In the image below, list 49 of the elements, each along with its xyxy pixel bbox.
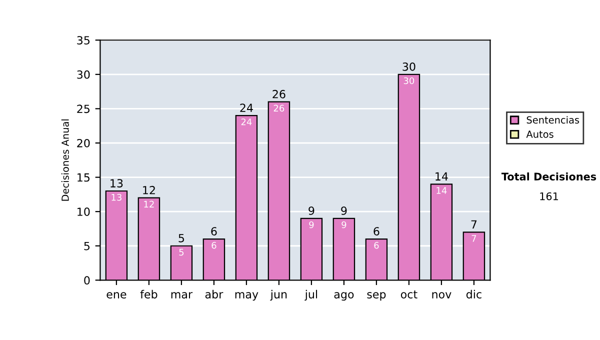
x-tick-label: may (235, 292, 258, 301)
y-tick-label: 0 (84, 276, 90, 285)
y-tick-label: 10 (78, 208, 90, 216)
total-label: 7 (471, 220, 477, 228)
x-tick-label: jun (270, 290, 287, 301)
total-label: 24 (240, 104, 253, 112)
total-label: 14 (436, 172, 448, 180)
y-tick-label: 5 (84, 242, 90, 250)
data-label: 14 (436, 187, 447, 194)
total-label: 9 (341, 206, 347, 215)
total-label: 6 (211, 227, 217, 236)
data-label: 7 (472, 235, 476, 242)
x-tick-label: ene (106, 292, 126, 298)
data-label: 5 (179, 248, 184, 256)
total-label: 5 (178, 234, 184, 242)
x-tick-label: sep (367, 292, 386, 301)
text: 161 (540, 192, 558, 200)
total-label: 30 (402, 62, 416, 71)
x-tick-label: feb (140, 290, 158, 298)
legend-label: Autos (526, 130, 554, 138)
x-tick-label: ago (334, 292, 354, 301)
y-tick-label: 30 (77, 70, 90, 79)
data-label: 9 (309, 221, 314, 228)
data-label: 30 (404, 77, 414, 84)
data-label: 13 (112, 194, 122, 201)
total-label: 13 (110, 179, 123, 188)
data-label: 12 (144, 200, 154, 208)
x-tick-label: jul (304, 290, 318, 301)
total-label: 26 (272, 90, 286, 98)
x-tick-label: dic (466, 290, 482, 298)
total-label: 6 (374, 227, 380, 236)
y-tick-label: 35 (77, 36, 90, 44)
y-tick-label: 15 (78, 173, 90, 182)
data-label: 26 (274, 104, 284, 112)
data-label: 6 (212, 242, 216, 249)
data-label: 24 (241, 118, 252, 126)
legend-label: Sentencias (526, 116, 580, 124)
y-axis-title: Decisiones Anual (61, 119, 69, 201)
y-tick-label: 20 (77, 138, 90, 148)
text: Total Decisiones (501, 172, 596, 180)
x-tick-label: abr (205, 290, 224, 298)
y-tick-label: 25 (77, 104, 90, 114)
total-label: 12 (143, 186, 155, 194)
total-label: 9 (308, 206, 314, 215)
x-tick-label: mar (171, 292, 193, 298)
data-label: 6 (374, 242, 379, 249)
x-tick-label: nov (432, 292, 452, 298)
data-label: 9 (342, 221, 346, 228)
x-tick-label: oct (400, 290, 418, 298)
